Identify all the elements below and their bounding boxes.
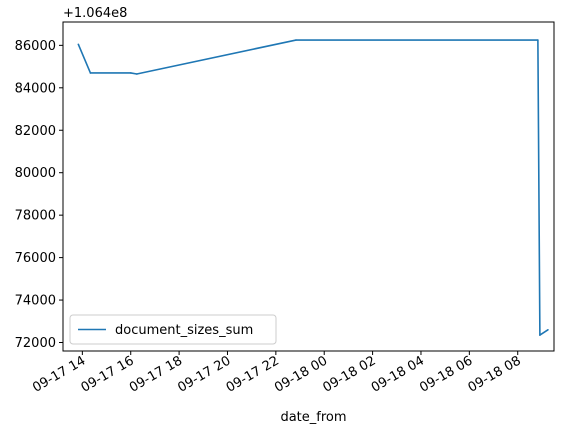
data-point bbox=[77, 43, 80, 46]
y-tick-label: 86000 bbox=[15, 39, 56, 54]
series-layer bbox=[77, 39, 549, 336]
y-axis-offset-text: +1.064e8 bbox=[63, 6, 127, 21]
plot-frame bbox=[62, 21, 555, 352]
data-point bbox=[135, 73, 138, 75]
x-tick-label: 09-18 06 bbox=[417, 353, 475, 395]
plot-area bbox=[62, 21, 555, 352]
y-tick-label: 76000 bbox=[15, 251, 56, 266]
y-tick-label: 84000 bbox=[15, 81, 56, 96]
y-tick-label: 80000 bbox=[15, 166, 56, 181]
legend-box bbox=[69, 314, 277, 345]
x-axis-label: date_from bbox=[280, 410, 346, 425]
y-tick-label: 78000 bbox=[15, 209, 56, 224]
x-tick-label: 09-17 16 bbox=[79, 353, 137, 395]
x-tick-label: 09-17 18 bbox=[127, 353, 185, 395]
y-tick-label: 74000 bbox=[15, 294, 56, 309]
x-tick-label: 09-18 00 bbox=[272, 353, 330, 395]
data-point bbox=[537, 39, 539, 41]
legend-entry-document-sizes-sum: document_sizes_sum bbox=[115, 323, 253, 338]
data-point bbox=[547, 328, 549, 331]
legend: document_sizes_sum bbox=[69, 314, 277, 345]
x-tick-label: 09-18 08 bbox=[466, 353, 524, 395]
y-tick-label: 72000 bbox=[15, 336, 56, 351]
x-tick-label: 09-17 20 bbox=[175, 353, 233, 395]
series-line-document-sizes-sum bbox=[77, 39, 549, 336]
x-tick-label: 09-17 22 bbox=[224, 353, 282, 395]
data-point bbox=[539, 334, 541, 336]
x-tick-label: 09-17 14 bbox=[30, 353, 88, 395]
data-point bbox=[129, 72, 132, 74]
y-axis-ticks: 72000 74000 76000 78000 80000 82000 84000 86000 bbox=[15, 39, 63, 351]
y-tick-label: 82000 bbox=[15, 124, 56, 139]
x-tick-label: 09-18 02 bbox=[320, 353, 378, 395]
data-point bbox=[89, 72, 92, 74]
x-tick-label: 09-18 04 bbox=[369, 353, 427, 395]
data-point bbox=[295, 39, 297, 41]
